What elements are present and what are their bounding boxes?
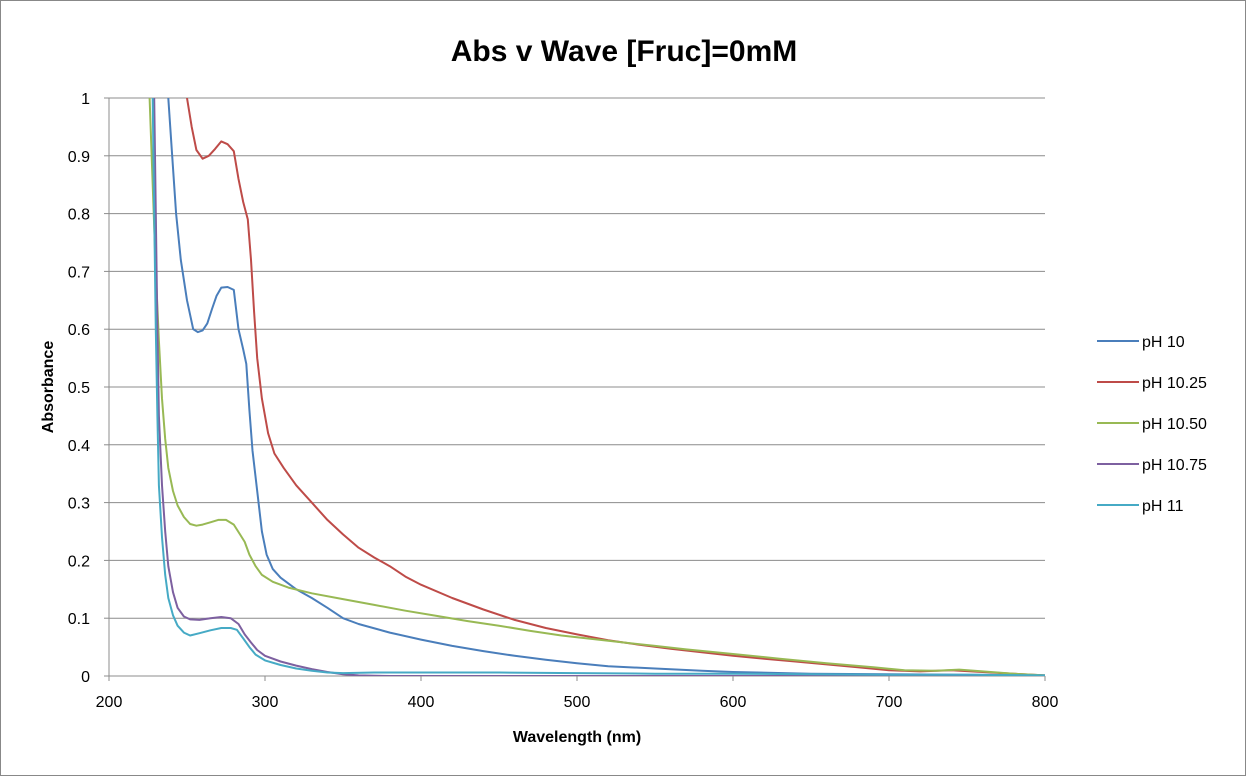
series-lines <box>148 98 1045 676</box>
legend-label: pH 10.25 <box>1142 375 1207 392</box>
legend-label: pH 10.75 <box>1142 457 1207 474</box>
x-tick-label: 300 <box>252 694 279 711</box>
x-tick-labels: 200 300 400 500 600 700 800 <box>96 694 1059 711</box>
y-tick-label: 1 <box>81 91 90 108</box>
x-tick-label: 600 <box>720 694 747 711</box>
x-tick-label: 500 <box>564 694 591 711</box>
legend-label: pH 11 <box>1142 498 1184 515</box>
y-axis-label: Absorbance <box>40 341 57 434</box>
y-tick-label: 0.9 <box>68 149 90 166</box>
series-line-ph-11 <box>151 98 1045 676</box>
chart-title: Abs v Wave [Fruc]=0mM <box>451 35 797 68</box>
y-tick-label: 0.4 <box>68 438 90 455</box>
y-tick-labels: 0 0.1 0.2 0.3 0.4 0.5 0.6 0.7 0.8 0.9 1 <box>68 91 90 686</box>
y-tick-label: 0.8 <box>68 207 90 224</box>
legend-label: pH 10 <box>1142 334 1185 351</box>
y-tick-label: 0.6 <box>68 322 90 339</box>
y-tick-label: 0.5 <box>68 380 90 397</box>
legend-label: pH 10.50 <box>1142 416 1207 433</box>
y-tick-label: 0.1 <box>68 611 90 628</box>
y-tick-label: 0.3 <box>68 496 90 513</box>
legend: pH 10 pH 10.25 pH 10.50 pH 10.75 pH 11 <box>1097 334 1207 515</box>
gridlines <box>109 97 1045 619</box>
x-tick-label: 200 <box>96 694 123 711</box>
x-axis-label: Wavelength (nm) <box>513 729 641 746</box>
x-tick-label: 700 <box>876 694 903 711</box>
series-line-ph-10-50 <box>148 98 1045 676</box>
series-line-ph-10-25 <box>186 98 1045 676</box>
y-tick-label: 0.2 <box>68 553 90 570</box>
y-tick-label: 0 <box>81 669 90 686</box>
x-tick-label: 800 <box>1032 694 1059 711</box>
axes <box>104 97 1046 681</box>
x-tick-label: 400 <box>408 694 435 711</box>
y-tick-label: 0.7 <box>68 264 90 281</box>
series-line-ph-10 <box>167 98 1045 676</box>
series-line-ph-10-75 <box>153 98 1045 676</box>
